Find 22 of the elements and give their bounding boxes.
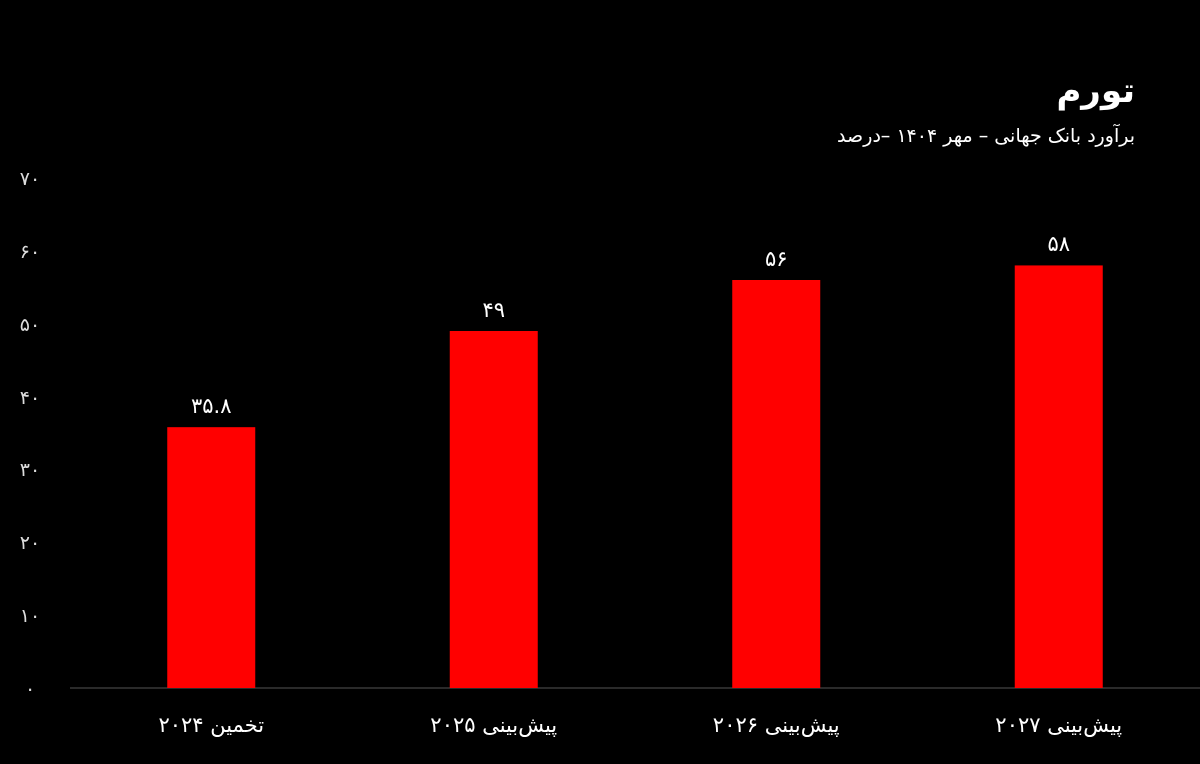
data-label: ۵۶ [764,247,788,271]
y-tick-label: ۲۰ [19,531,41,554]
chart-subtitle: برآورد بانک جهانی – مهر ۱۴۰۴ –درصد [837,123,1135,147]
x-tick-label: تخمین ۲۰۲۴ [158,713,265,737]
bar [732,280,821,688]
y-tick-label: ۰ [24,677,36,699]
y-tick-label: ۳۰ [19,458,41,481]
data-label: ۳۵.۸ [190,394,232,419]
y-tick-label: ۴۰ [19,385,41,408]
bar [449,331,538,688]
x-tick-label: پیش‌بینی ۲۰۲۶ [712,713,840,737]
y-tick-label: ۷۰ [19,167,41,189]
x-tick-label: پیش‌بینی ۲۰۲۷ [995,713,1123,737]
y-tick-label: ۶۰ [19,239,41,262]
y-tick-label: ۵۰ [19,312,41,335]
bar [1014,265,1103,688]
data-label: ۴۹ [482,298,506,322]
data-label: ۵۸ [1047,232,1071,257]
y-tick-label: ۱۰ [19,604,41,627]
chart-title: تورم [1056,70,1135,111]
x-tick-label: پیش‌بینی ۲۰۲۵ [430,713,558,737]
bar [167,427,256,688]
